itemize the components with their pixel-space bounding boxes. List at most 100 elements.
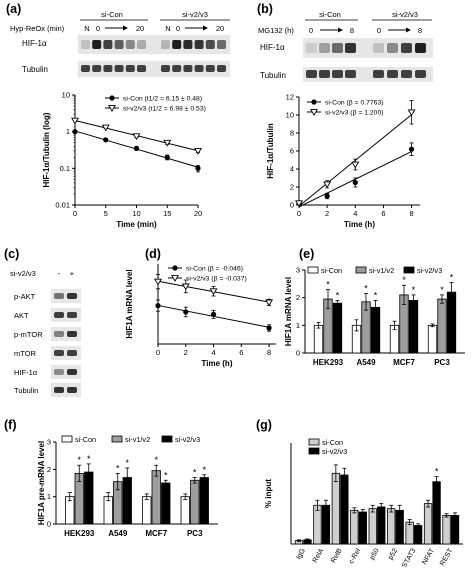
- x-tick-label: 15: [163, 209, 171, 218]
- time-label: N: [165, 24, 170, 33]
- data-point: [209, 288, 218, 296]
- panel-label: (a): [6, 2, 21, 16]
- bar: [180, 496, 190, 525]
- data-point: [295, 200, 303, 208]
- x-tick-label: 20: [194, 209, 202, 218]
- significance-star: *: [450, 272, 454, 282]
- blot-row-label: HIF-1α: [14, 368, 38, 377]
- significance-star: *: [87, 454, 91, 464]
- blot-band: [306, 43, 317, 53]
- significance-star: *: [364, 284, 368, 294]
- bar: [432, 481, 441, 545]
- bar: [332, 302, 343, 354]
- data-point: [154, 278, 162, 286]
- data-point: [72, 129, 78, 135]
- blot-band: [161, 65, 170, 72]
- bar: [199, 477, 209, 525]
- significance-star: *: [402, 275, 406, 285]
- group-label: si-v2/v3: [392, 10, 418, 19]
- blot-band: [183, 65, 193, 72]
- time-label: 0: [96, 24, 100, 33]
- blot-band: [194, 40, 204, 49]
- blot-band: [67, 312, 77, 318]
- time-label: 20: [136, 24, 144, 33]
- data-point: [324, 193, 330, 199]
- bar: [321, 504, 331, 545]
- data-point: [408, 146, 415, 152]
- blot-band: [92, 65, 102, 72]
- time-label: 0: [377, 26, 381, 35]
- blot-band: [67, 387, 77, 393]
- panel-label: (e): [299, 247, 314, 261]
- legend-marker: [171, 275, 179, 282]
- blot-band: [332, 70, 343, 78]
- blot-strip: [51, 346, 81, 360]
- data-point: [164, 154, 170, 160]
- blot-band: [217, 40, 226, 49]
- significance-star: *: [77, 455, 81, 465]
- bar: [331, 472, 341, 545]
- y-axis-label: HIF1A mRNA level: [125, 269, 134, 338]
- legend-swatch: [307, 266, 319, 274]
- bar: [387, 508, 396, 545]
- x-tick-label: p52: [387, 547, 399, 561]
- legend-swatch: [111, 435, 123, 443]
- legend-label: si-v2/v3 (β = 1.200): [325, 110, 384, 117]
- x-tick-label: NFAT: [421, 547, 436, 566]
- bar: [350, 509, 359, 545]
- significance-star: *: [336, 290, 340, 300]
- blot-band: [194, 65, 204, 72]
- bar: [151, 470, 161, 525]
- bar: [358, 511, 367, 545]
- legend-label: si-Con: [75, 435, 96, 444]
- x-tick-label: A549: [356, 358, 376, 367]
- lane-label: -: [58, 269, 61, 278]
- y-tick-label: 8: [290, 129, 294, 138]
- blot-band: [415, 43, 426, 53]
- y-tick-label: 3: [296, 266, 300, 275]
- legend-label: si-v2/v3: [175, 435, 200, 444]
- y-axis-label: % input: [264, 479, 273, 508]
- legend-swatch: [308, 447, 320, 455]
- panel-label: (b): [257, 2, 273, 16]
- x-tick-label: HEK293: [313, 358, 344, 367]
- blot-band: [114, 65, 124, 72]
- significance-star: *: [435, 467, 439, 477]
- blot-band: [81, 65, 90, 72]
- legend-marker: [311, 99, 317, 105]
- bar: [313, 324, 324, 354]
- significance-star: *: [164, 470, 168, 480]
- blot-band: [217, 65, 226, 72]
- group-label: si-Con: [319, 10, 341, 19]
- x-tick-label: 0: [156, 348, 160, 357]
- data-point: [195, 165, 201, 171]
- y-tick-label: 10: [286, 111, 294, 120]
- significance-star: *: [116, 463, 120, 473]
- bar: [190, 479, 200, 525]
- x-axis-label: Time (min): [116, 220, 157, 229]
- data-point: [351, 161, 360, 169]
- blot-band: [54, 331, 64, 337]
- blot-row-label: mTOR: [14, 349, 37, 358]
- data-point: [101, 124, 110, 132]
- group-label: si-Con: [101, 10, 123, 19]
- blot-band: [345, 70, 356, 78]
- x-tick-label: PC3: [434, 358, 450, 367]
- y-tick-label: 2: [47, 465, 51, 474]
- data-point: [133, 145, 140, 151]
- bar: [423, 503, 433, 545]
- legend-label: si-v2/v3 (β = -0.037): [186, 276, 247, 283]
- legend-label: si-v2/v3 (t1/2 = 6.98 ± 0.53): [123, 106, 206, 113]
- data-point: [132, 133, 141, 141]
- blot-band: [319, 70, 330, 78]
- data-point: [71, 117, 79, 125]
- group-label: si-v2/v3: [182, 10, 208, 19]
- panel-label: (c): [4, 247, 19, 261]
- blot-strip: [51, 289, 81, 303]
- blot-band: [205, 65, 215, 72]
- time-label: 0: [176, 24, 180, 33]
- x-tick-label: 0: [297, 209, 301, 218]
- x-tick-label: 4: [353, 209, 357, 218]
- data-point: [163, 139, 172, 147]
- legend-marker: [172, 265, 178, 271]
